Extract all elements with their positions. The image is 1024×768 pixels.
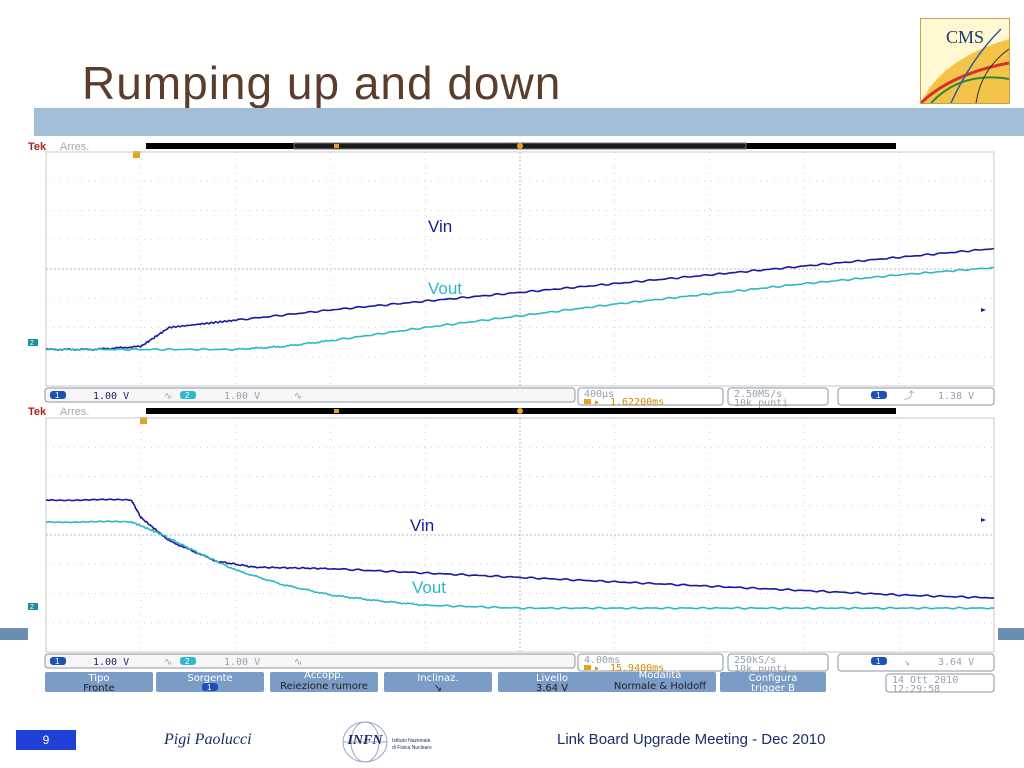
record-length: 10k punti [734, 398, 788, 409]
infn-logo-line2: di Fisica Nucleare [392, 745, 432, 751]
infn-logo: INFN Istituto Nazionale di Fisica Nuclea… [340, 718, 432, 764]
trace-vout-bottom [45, 520, 994, 610]
ch2-ground-number-2: 2 [30, 604, 34, 611]
date-readout: 14 Ott 2010 [892, 675, 958, 686]
trigger-slope-icon-2: ↘ [904, 657, 910, 668]
softkey-livello-title: Livello [536, 673, 568, 684]
ch1-scale-2: 1.00 V [93, 657, 129, 668]
datetime-box: 14 Ott 2010 12:29:58 [885, 673, 995, 695]
scope-panel-bottom: Tek Arres. 2 Vin Vout 1 1.00 V ∿ 2 1.00 … [28, 406, 995, 695]
softkey-configura-value: trigger B [751, 683, 795, 694]
softkey-sorgente[interactable]: Sorgente 1 [156, 672, 264, 692]
title-underline-bar [34, 108, 1024, 136]
ch2-scale-2: 1.00 V [224, 657, 260, 668]
softkey-tipo-value: Fronte [83, 683, 114, 694]
softkey-tipo-title: Tipo [87, 673, 109, 684]
ch1-coupling-icon: ∿ [164, 391, 172, 402]
trigger-level-arrow [981, 308, 986, 312]
trigger-pos-marker [133, 151, 140, 158]
infn-logo-text: INFN [347, 733, 383, 748]
time-readout: 12:29:58 [892, 684, 940, 695]
softkey-sorgente-title: Sorgente [187, 673, 232, 684]
trigger-level-arrow-2 [981, 518, 986, 522]
softkey-accopp-title: Accopp. [304, 670, 344, 681]
softkey-modalita-title: Modalità [639, 669, 682, 681]
softkey-configura[interactable]: Configura trigger B [720, 672, 826, 694]
annotation-vout-top: Vout [428, 279, 462, 298]
annotation-vin-bottom: Vin [410, 516, 434, 535]
ch2-badge: 2 [185, 391, 190, 400]
trigger-level-2: 3.64 V [938, 657, 974, 668]
ch2-badge-2: 2 [185, 657, 190, 666]
scope-panel-top: Tek Arres. 2 Vin Vout 1 1.00 V ∿ 2 1.00 … [28, 141, 995, 409]
trigger-level: 1.38 V [938, 391, 974, 402]
softkey-accopp-value: Reiezione rumore [280, 681, 368, 692]
status-bar-bottom: 1 1.00 V ∿ 2 1.00 V ∿ 4.00ms ▸ 15.9400ms… [44, 653, 995, 675]
annotation-vout-bottom: Vout [412, 578, 446, 597]
ch2-ground-number: 2 [30, 340, 34, 347]
softkey-inclinaz-title: Inclinaz. [417, 673, 458, 684]
trigger-slope-icon: ⤴ [904, 389, 914, 402]
page-number-badge: 9 [16, 730, 76, 750]
softkey-inclinaz[interactable]: Inclinaz. ↘ [384, 672, 492, 694]
ch1-badge-2: 1 [55, 657, 60, 666]
ch2-scale: 1.00 V [224, 391, 260, 402]
softkey-row: Tipo Fronte Sorgente 1 Accopp. Reiezione… [45, 669, 995, 695]
ch2-coupling-icon: ∿ [294, 391, 302, 402]
trigger-bar-marker-2 [334, 409, 339, 413]
trigger-position: 1.62200ms [610, 397, 664, 408]
record-length-2: 10k punti [734, 664, 788, 675]
oscilloscope-screenshot: Tek Arres. 2 Vin Vout 1 1.00 V ∿ 2 1.00 … [28, 140, 998, 700]
softkey-livello[interactable]: Livello 3.64 V [498, 672, 606, 694]
softkey-tipo[interactable]: Tipo Fronte [45, 672, 153, 694]
softkey-configura-title: Configura [749, 673, 798, 684]
trace-vin-top [45, 247, 995, 351]
cms-logo: CMS [920, 18, 1010, 104]
status-bar-top: 1 1.00 V ∿ 2 1.00 V ∿ 400μs ▸ 1.62200ms … [44, 387, 995, 409]
ch2-ground-marker [28, 339, 38, 346]
softkey-accopp[interactable]: Accopp. Reiezione rumore [270, 670, 378, 692]
trigger-position-prefix: ▸ [594, 397, 600, 408]
scope-brand-label-2: Tek [28, 406, 47, 418]
ch2-ground-marker-2 [28, 603, 38, 610]
softkey-sorgente-value: 1 [207, 683, 212, 692]
trace-vout-top [45, 266, 995, 352]
infn-logo-line1: Istituto Nazionale [392, 738, 431, 744]
trigger-bar-marker [334, 144, 339, 148]
scope-mode-label-2: Arres. [60, 406, 89, 418]
trigger-pos-marker-2 [140, 417, 147, 424]
slide-accent-bar-right [998, 628, 1024, 640]
graticule-top [45, 151, 995, 387]
slide-accent-bar-left [0, 628, 28, 640]
scope-brand-label: Tek [28, 141, 47, 153]
center-marker-2 [517, 408, 523, 414]
slide-title: Rumping up and down [82, 57, 562, 109]
cms-logo-text: CMS [945, 27, 985, 47]
trigger-channel: 1 [876, 391, 881, 400]
softkey-inclinaz-value: ↘ [434, 683, 442, 694]
ch1-coupling-icon-2: ∿ [164, 657, 172, 668]
ch2-coupling-icon-2: ∿ [294, 657, 302, 668]
footer-meeting: Link Board Upgrade Meeting - Dec 2010 [557, 731, 826, 748]
footer-author: Pigi Paolucci [164, 731, 252, 748]
trace-vin-bottom [45, 498, 995, 599]
timebase-2: 4.00ms [584, 655, 620, 666]
trigger-channel-2: 1 [876, 657, 881, 666]
trigger-position-prefix-2: ▸ [594, 663, 600, 674]
softkey-modalita-value: Normale & Holdoff [614, 681, 707, 692]
center-marker [517, 143, 523, 149]
softkey-livello-value: 3.64 V [536, 683, 568, 694]
ch1-scale: 1.00 V [93, 391, 129, 402]
softkey-modalita[interactable]: Modalità Normale & Holdoff [604, 669, 716, 692]
sample-rate-2: 250kS/s [734, 655, 776, 666]
trigger-position-2: 15.9400ms [610, 663, 664, 674]
scope-mode-label: Arres. [60, 141, 89, 153]
graticule-bottom [45, 417, 995, 653]
ch1-badge: 1 [55, 391, 60, 400]
timebase: 400μs [584, 389, 614, 400]
annotation-vin-top: Vin [428, 217, 452, 236]
sample-rate: 2.50MS/s [734, 389, 782, 400]
